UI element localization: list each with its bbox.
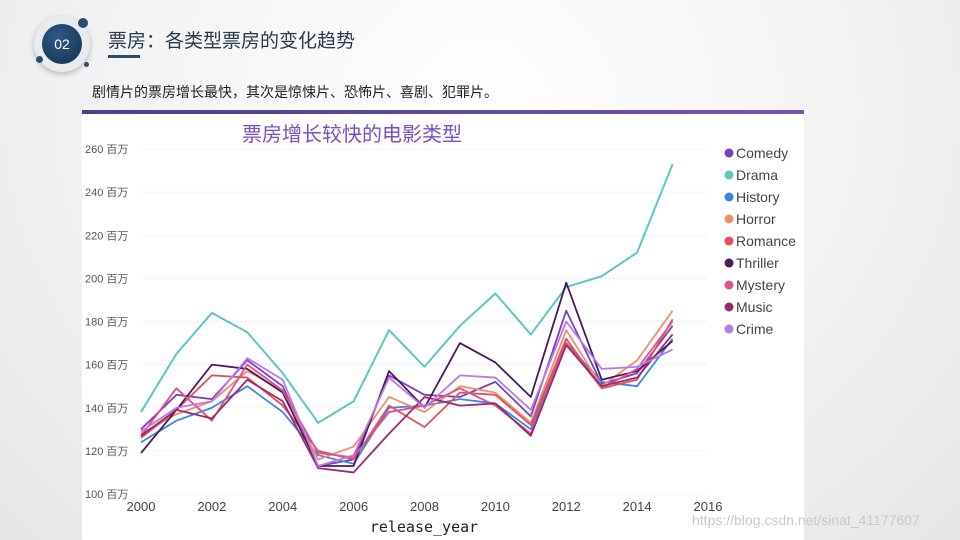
legend-label-drama: Drama xyxy=(736,167,778,183)
chart-title: 票房增长较快的电影类型 xyxy=(242,122,462,146)
x-tick-label: 2002 xyxy=(197,499,226,514)
title-underline xyxy=(108,55,140,58)
page-subtitle: 剧情片的票房增长最快，其次是惊悚片、恐怖片、喜剧、犯罪片。 xyxy=(92,85,498,101)
legend-marker-music xyxy=(724,302,734,312)
y-tick-label: 160 百万 xyxy=(85,360,128,372)
badge-dot-left xyxy=(36,56,43,63)
section-badge: 02 xyxy=(34,16,94,76)
series-line-drama xyxy=(140,163,674,424)
chart-legend: Comedy Drama History Horror Romance Thriller M… xyxy=(724,145,796,337)
legend-label-history: History xyxy=(736,189,780,205)
badge-dot-bottom xyxy=(84,62,89,67)
page-title: 票房：各类型票房的变化趋势 xyxy=(108,30,356,52)
y-tick-label: 260 百万 xyxy=(85,144,128,156)
legend-label-horror: Horror xyxy=(736,211,776,227)
chart-top-accent-bar xyxy=(82,110,804,114)
section-number: 02 xyxy=(42,24,82,64)
y-tick-label: 240 百万 xyxy=(85,187,128,199)
series-line-thriller xyxy=(140,281,674,467)
y-tick-label: 120 百万 xyxy=(85,446,128,458)
x-tick-label: 2006 xyxy=(339,499,368,514)
legend-label-comedy: Comedy xyxy=(736,145,788,161)
legend-label-thriller: Thriller xyxy=(736,255,779,271)
badge-dot-top xyxy=(78,18,88,28)
x-tick-label: 2008 xyxy=(410,499,439,514)
series-line-horror xyxy=(140,310,674,461)
y-tick-label: 100 百万 xyxy=(85,489,128,501)
legend-marker-thriller xyxy=(724,258,734,268)
legend-label-crime: Crime xyxy=(736,321,774,337)
legend-marker-comedy xyxy=(724,148,734,158)
legend-label-romance: Romance xyxy=(736,233,796,249)
series-line-crime xyxy=(140,320,673,467)
y-tick-label: 180 百万 xyxy=(85,317,128,329)
x-tick-label: 2004 xyxy=(268,499,297,514)
legend-marker-horror xyxy=(724,214,734,224)
x-axis: 2000 2002 2004 2006 2008 2010 2012 2014 2016 xyxy=(127,499,723,514)
legend-marker-history xyxy=(724,192,734,202)
legend-marker-crime xyxy=(724,324,734,334)
legend-label-mystery: Mystery xyxy=(736,277,785,293)
legend-label-music: Music xyxy=(736,299,773,315)
legend-marker-drama xyxy=(724,170,734,180)
chart-series-lines xyxy=(140,163,674,474)
x-tick-label: 2016 xyxy=(694,499,723,514)
x-tick-label: 2000 xyxy=(127,499,156,514)
x-axis-label: release_year xyxy=(370,518,478,536)
x-tick-label: 2014 xyxy=(623,499,652,514)
y-axis: 100 百万 120 百万 140 百万 160 百万 180 百万 200 百万 220 … xyxy=(85,144,128,501)
legend-marker-mystery xyxy=(724,280,734,290)
chart-gridlines xyxy=(141,148,708,495)
y-tick-label: 200 百万 xyxy=(85,273,128,285)
y-tick-label: 220 百万 xyxy=(85,230,128,242)
series-line-music xyxy=(140,333,674,474)
y-tick-label: 140 百万 xyxy=(85,403,128,415)
x-tick-label: 2010 xyxy=(481,499,510,514)
watermark: https://blog.csdn.net/sinat_41177607 xyxy=(692,512,920,528)
x-tick-label: 2012 xyxy=(552,499,581,514)
legend-marker-romance xyxy=(724,236,734,246)
